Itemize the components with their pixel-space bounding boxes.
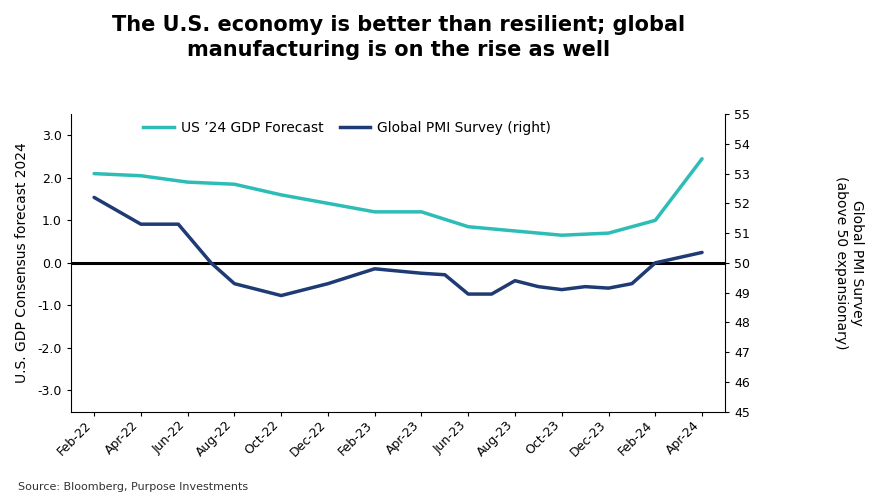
Global PMI Survey (right) xyxy=(649,260,659,266)
Line: Global PMI Survey (right): Global PMI Survey (right) xyxy=(94,198,702,295)
US ’24 GDP Forecast xyxy=(276,192,286,198)
US ’24 GDP Forecast xyxy=(135,173,146,179)
US ’24 GDP Forecast xyxy=(369,209,379,215)
US ’24 GDP Forecast xyxy=(229,181,240,187)
Global PMI Survey (right) xyxy=(369,266,379,272)
US ’24 GDP Forecast xyxy=(89,170,99,176)
Global PMI Survey (right) xyxy=(439,272,450,278)
Global PMI Survey (right) xyxy=(229,281,240,287)
Global PMI Survey (right) xyxy=(205,260,216,266)
US ’24 GDP Forecast xyxy=(415,209,426,215)
Y-axis label: U.S. GDP Consensus forecast 2024: U.S. GDP Consensus forecast 2024 xyxy=(15,142,29,383)
Legend: US ’24 GDP Forecast, Global PMI Survey (right): US ’24 GDP Forecast, Global PMI Survey (… xyxy=(143,121,551,135)
Global PMI Survey (right) xyxy=(322,281,333,287)
US ’24 GDP Forecast xyxy=(602,230,613,236)
Global PMI Survey (right) xyxy=(579,284,590,289)
US ’24 GDP Forecast xyxy=(556,232,566,238)
Global PMI Survey (right) xyxy=(276,292,286,298)
Global PMI Survey (right) xyxy=(486,291,496,297)
Global PMI Survey (right) xyxy=(602,285,613,291)
US ’24 GDP Forecast xyxy=(696,156,707,162)
Global PMI Survey (right) xyxy=(463,291,473,297)
US ’24 GDP Forecast xyxy=(509,228,520,234)
Global PMI Survey (right) xyxy=(173,221,184,227)
Global PMI Survey (right) xyxy=(509,278,520,284)
Global PMI Survey (right) xyxy=(696,249,707,255)
US ’24 GDP Forecast xyxy=(182,179,192,185)
Global PMI Survey (right) xyxy=(415,270,426,276)
Global PMI Survey (right) xyxy=(556,287,566,292)
Global PMI Survey (right) xyxy=(89,195,99,201)
Y-axis label: Global PMI Survey
(above 50 expansionary): Global PMI Survey (above 50 expansionary… xyxy=(833,176,863,350)
US ’24 GDP Forecast xyxy=(649,217,659,223)
US ’24 GDP Forecast xyxy=(463,224,473,230)
Global PMI Survey (right) xyxy=(532,284,543,289)
Title: The U.S. economy is better than resilient; global
manufacturing is on the rise a: The U.S. economy is better than resilien… xyxy=(112,15,684,60)
Global PMI Survey (right) xyxy=(135,221,146,227)
Text: Source: Bloomberg, Purpose Investments: Source: Bloomberg, Purpose Investments xyxy=(18,482,248,492)
US ’24 GDP Forecast xyxy=(322,201,333,206)
Global PMI Survey (right) xyxy=(626,281,637,287)
Line: US ’24 GDP Forecast: US ’24 GDP Forecast xyxy=(94,159,702,235)
